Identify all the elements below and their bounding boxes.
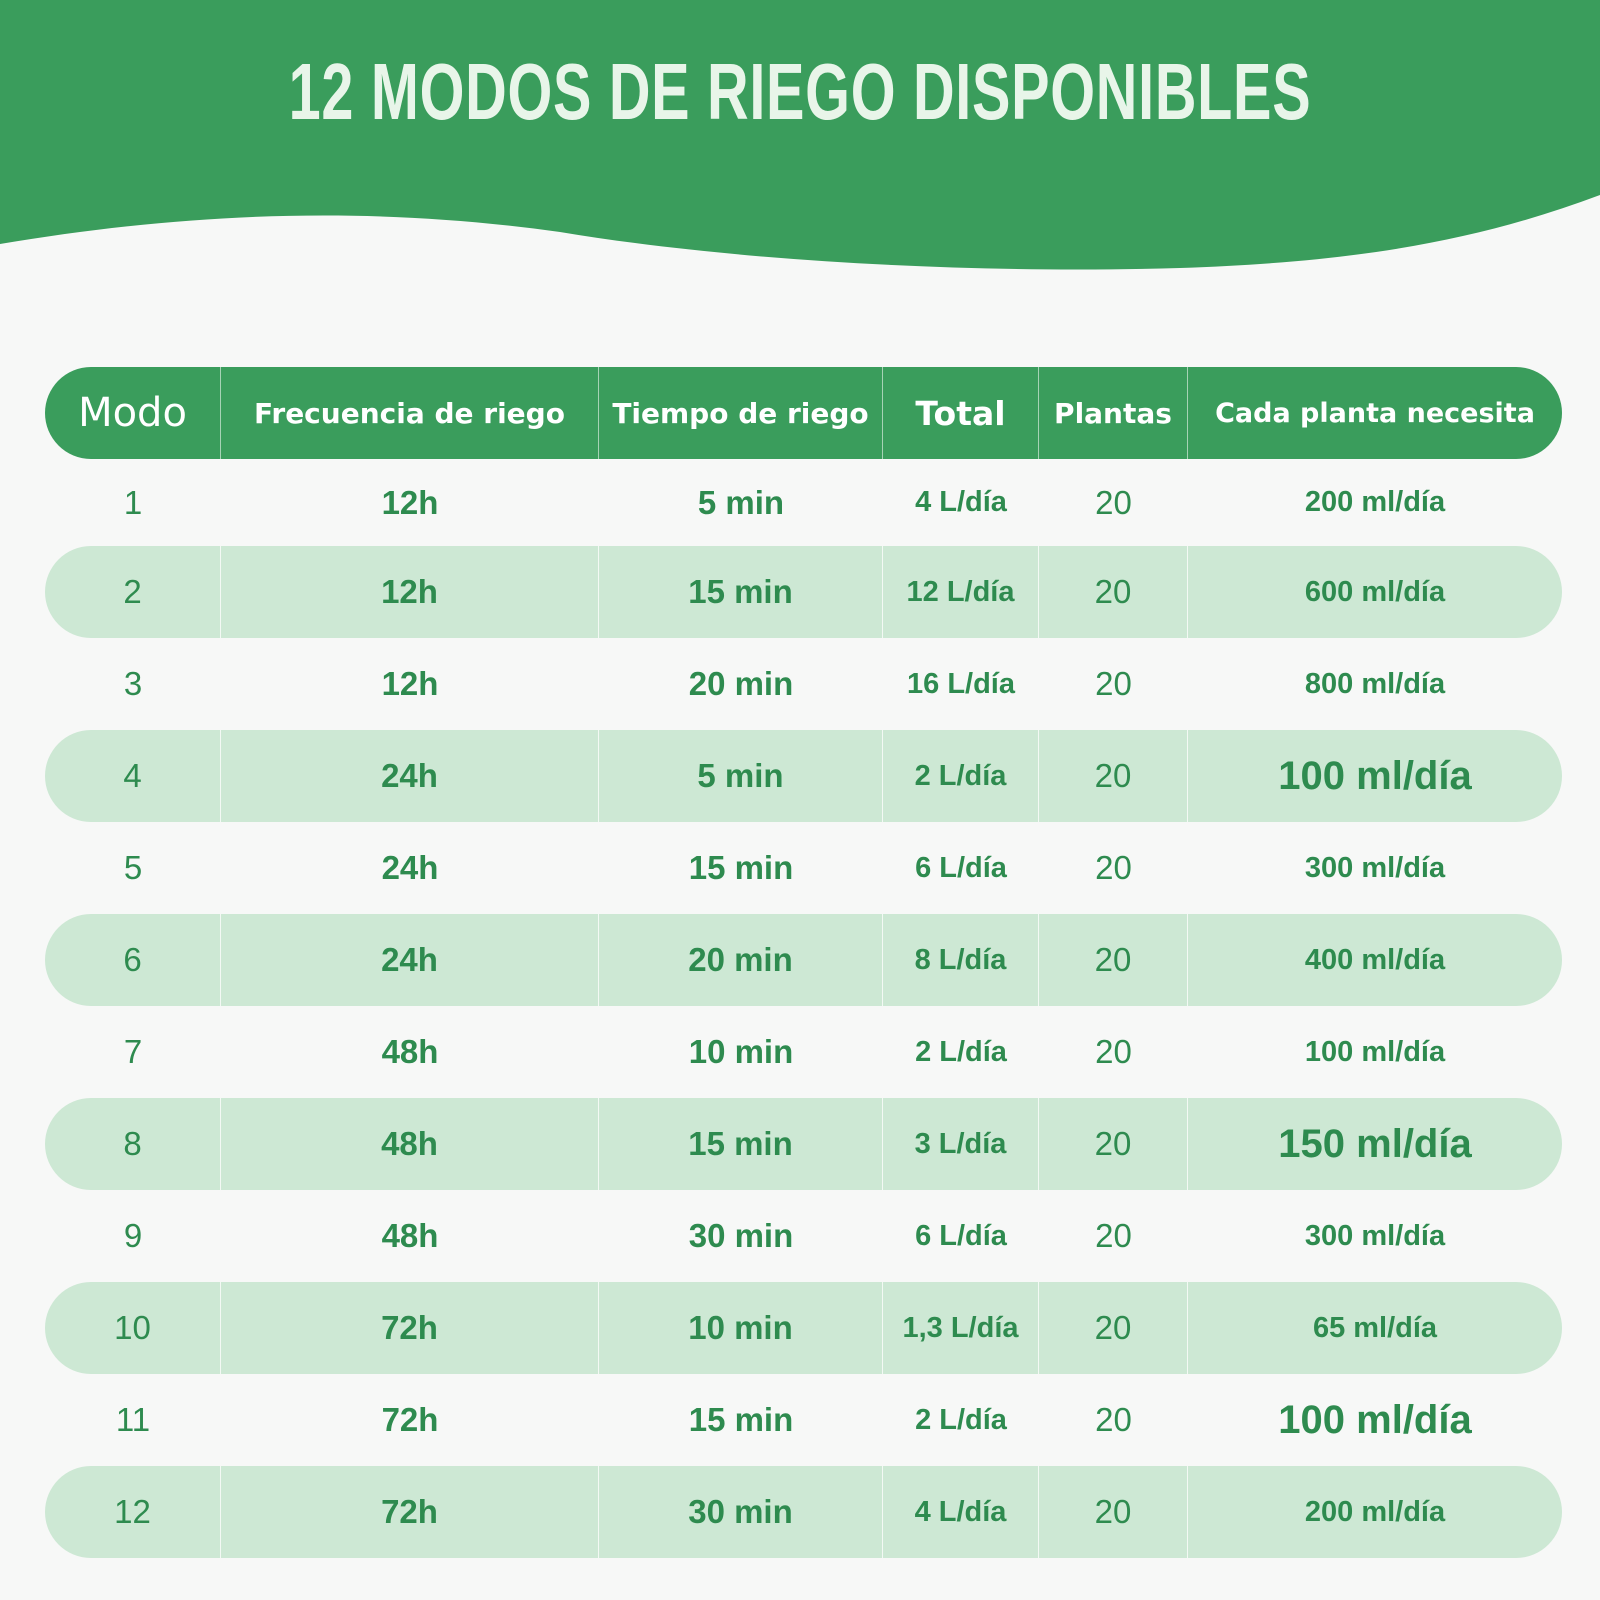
cell-cada-planta: 100 ml/día (1304, 1035, 1446, 1068)
cell-tiempo: 30 min (688, 1217, 794, 1254)
watering-modes-table: Modo Frecuencia de riego Tiempo de riego… (45, 367, 1562, 1558)
cell-tiempo: 10 min (599, 1282, 883, 1374)
table-row: 8 48h 15 min 3 L/día 20 150 ml/día (45, 1098, 1562, 1190)
cell-plantas: 20 (1095, 483, 1132, 521)
cell-cada-planta: 150 ml/día (1278, 1121, 1472, 1166)
cell-plantas: 20 (1095, 665, 1132, 702)
cell-modo: 3 (123, 665, 143, 702)
cell-total: 3 L/día (883, 1098, 1039, 1190)
cell-frecuencia: 48h (381, 1217, 439, 1254)
cell-modo: 11 (115, 1401, 151, 1438)
cell-plantas: 20 (1039, 1466, 1188, 1558)
cell-modo: 10 (45, 1282, 221, 1374)
cell-frecuencia: 48h (381, 1033, 439, 1070)
header-total: Total (883, 367, 1039, 459)
table-body: 1 12h 5 min 4 L/día 20 200 ml/día 2 12h 15 min 12… (45, 459, 1562, 1558)
table-row: 5 24h 15 min 6 L/día 20 300 ml/día (45, 822, 1562, 914)
cell-total: 12 L/día (883, 546, 1039, 638)
cell-frecuencia: 48h (221, 1098, 599, 1190)
header-frecuencia: Frecuencia de riego (221, 367, 599, 459)
cell-total: 2 L/día (915, 1035, 1007, 1068)
cell-frecuencia: 24h (381, 849, 439, 886)
cell-plantas: 20 (1095, 1401, 1132, 1438)
cell-total: 2 L/día (915, 1403, 1007, 1436)
table-row: 2 12h 15 min 12 L/día 20 600 ml/día (45, 546, 1562, 638)
header-modo: Modo (45, 367, 221, 459)
cell-tiempo: 15 min (599, 1098, 883, 1190)
cell-cada-planta: 200 ml/día (1304, 486, 1446, 518)
cell-cada-planta: 400 ml/día (1304, 943, 1446, 976)
table-row: 12 72h 30 min 4 L/día 20 200 ml/día (45, 1466, 1562, 1558)
cell-modo: 6 (45, 914, 221, 1006)
cell-modo: 12 (45, 1466, 221, 1558)
cell-frecuencia: 72h (381, 1401, 439, 1438)
cell-tiempo: 5 min (599, 730, 883, 822)
cell-plantas: 20 (1039, 730, 1188, 822)
cell-cada-planta: 200 ml/día (1304, 1495, 1446, 1528)
table-row: 9 48h 30 min 6 L/día 20 300 ml/día (45, 1190, 1562, 1282)
cell-modo: 2 (45, 546, 221, 638)
cell-cada-planta: 100 ml/día (1278, 753, 1472, 798)
cell-tiempo: 15 min (688, 1401, 794, 1438)
header-banner (0, 0, 1600, 270)
cell-frecuencia: 24h (221, 730, 599, 822)
page-title: 12 MODOS DE RIEGO DISPONIBLES (288, 47, 1312, 136)
cell-cada-planta: 100 ml/día (1278, 1397, 1472, 1442)
header-cada-planta: Cada planta necesita (1215, 397, 1535, 429)
cell-total: 6 L/día (915, 851, 1007, 884)
cell-tiempo: 5 min (697, 483, 785, 521)
cell-total: 4 L/día (883, 1466, 1039, 1558)
cell-frecuencia: 12h (381, 665, 439, 702)
cell-plantas: 20 (1095, 849, 1132, 886)
table-row: 6 24h 20 min 8 L/día 20 400 ml/día (45, 914, 1562, 1006)
cell-tiempo: 15 min (599, 546, 883, 638)
cell-modo: 4 (45, 730, 221, 822)
table-row: 11 72h 15 min 2 L/día 20 100 ml/día (45, 1374, 1562, 1466)
cell-tiempo: 20 min (688, 665, 794, 702)
cell-total: 6 L/día (915, 1219, 1007, 1252)
cell-tiempo: 10 min (688, 1033, 794, 1070)
cell-tiempo: 30 min (599, 1466, 883, 1558)
cell-total: 4 L/día (915, 486, 1007, 518)
cell-total: 16 L/día (907, 667, 1015, 700)
table-row: 4 24h 5 min 2 L/día 20 100 ml/día (45, 730, 1562, 822)
cell-plantas: 20 (1039, 1098, 1188, 1190)
cell-plantas: 20 (1095, 1217, 1132, 1254)
cell-frecuencia: 12h (381, 483, 439, 521)
table-row: 3 12h 20 min 16 L/día 20 800 ml/día (45, 638, 1562, 730)
header-tiempo: Tiempo de riego (599, 367, 883, 459)
cell-tiempo: 15 min (688, 849, 794, 886)
table-row: 10 72h 10 min 1,3 L/día 20 65 ml/día (45, 1282, 1562, 1374)
cell-plantas: 20 (1095, 1033, 1132, 1070)
cell-modo: 7 (123, 1033, 143, 1070)
cell-plantas: 20 (1039, 1282, 1188, 1374)
cell-frecuencia: 24h (221, 914, 599, 1006)
cell-total: 1,3 L/día (883, 1282, 1039, 1374)
cell-plantas: 20 (1039, 914, 1188, 1006)
cell-frecuencia: 72h (221, 1466, 599, 1558)
table-row: 7 48h 10 min 2 L/día 20 100 ml/día (45, 1006, 1562, 1098)
cell-modo: 8 (45, 1098, 221, 1190)
cell-modo: 9 (123, 1217, 143, 1254)
table-row: 1 12h 5 min 4 L/día 20 200 ml/día (45, 459, 1562, 546)
cell-modo: 5 (123, 849, 143, 886)
cell-frecuencia: 12h (221, 546, 599, 638)
cell-cada-planta: 300 ml/día (1304, 851, 1446, 884)
cell-tiempo: 20 min (599, 914, 883, 1006)
cell-cada-planta: 300 ml/día (1304, 1219, 1446, 1252)
cell-total: 8 L/día (883, 914, 1039, 1006)
cell-cada-planta: 600 ml/día (1304, 575, 1446, 608)
cell-plantas: 20 (1039, 546, 1188, 638)
cell-cada-planta: 800 ml/día (1304, 667, 1446, 700)
header-plantas: Plantas (1039, 367, 1188, 459)
cell-cada-planta: 65 ml/día (1312, 1311, 1438, 1344)
cell-total: 2 L/día (883, 730, 1039, 822)
table-header: Modo Frecuencia de riego Tiempo de riego… (45, 367, 1562, 459)
cell-frecuencia: 72h (221, 1282, 599, 1374)
cell-modo: 1 (123, 483, 143, 521)
